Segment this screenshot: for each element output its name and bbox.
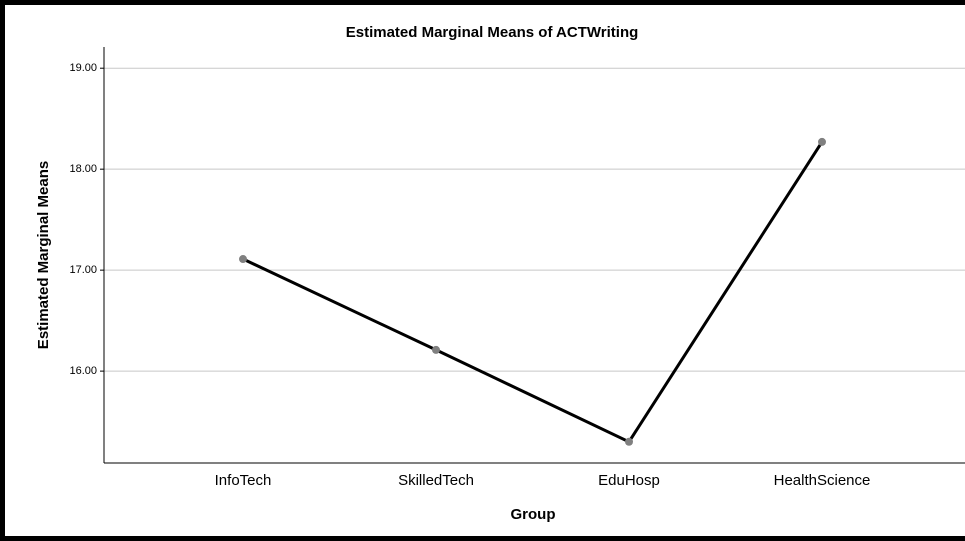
y-tick-label: 16.00 <box>69 365 97 377</box>
x-tick-label: SkilledTech <box>398 472 474 489</box>
x-tick-label: InfoTech <box>215 472 272 489</box>
y-tick-label: 17.00 <box>69 264 97 276</box>
x-tick-label: EduHosp <box>598 472 660 489</box>
marker <box>625 437 633 446</box>
y-tick-label: 19.00 <box>69 62 97 74</box>
chart-title: Estimated Marginal Means of ACTWriting <box>346 24 639 41</box>
x-axis-title: Group <box>511 506 556 523</box>
marker <box>432 345 440 354</box>
line <box>242 141 824 444</box>
y-axis-title: Estimated Marginal Means <box>35 161 52 349</box>
y-tick-label: 18.00 <box>69 163 97 175</box>
marker <box>239 255 247 264</box>
x-tick-label: HealthScience <box>774 472 871 489</box>
marker <box>818 137 826 146</box>
